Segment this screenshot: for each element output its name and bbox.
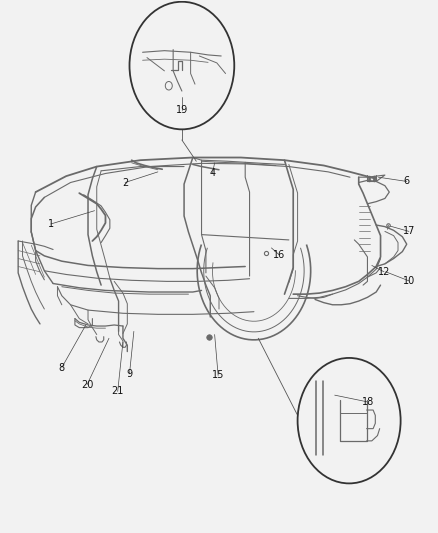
Text: 19: 19	[176, 104, 188, 115]
Text: 20: 20	[81, 379, 93, 390]
Text: 16: 16	[273, 250, 286, 260]
Text: 15: 15	[212, 370, 224, 381]
Text: 9: 9	[127, 369, 133, 379]
Text: 12: 12	[378, 267, 390, 277]
Text: 6: 6	[404, 176, 410, 187]
Text: 18: 18	[362, 397, 374, 407]
Text: 4: 4	[209, 168, 215, 179]
Text: 21: 21	[112, 386, 124, 397]
Text: 2: 2	[122, 177, 128, 188]
Text: 1: 1	[48, 219, 54, 229]
Text: 8: 8	[59, 362, 65, 373]
Text: 10: 10	[403, 276, 415, 286]
Text: 17: 17	[403, 227, 415, 237]
